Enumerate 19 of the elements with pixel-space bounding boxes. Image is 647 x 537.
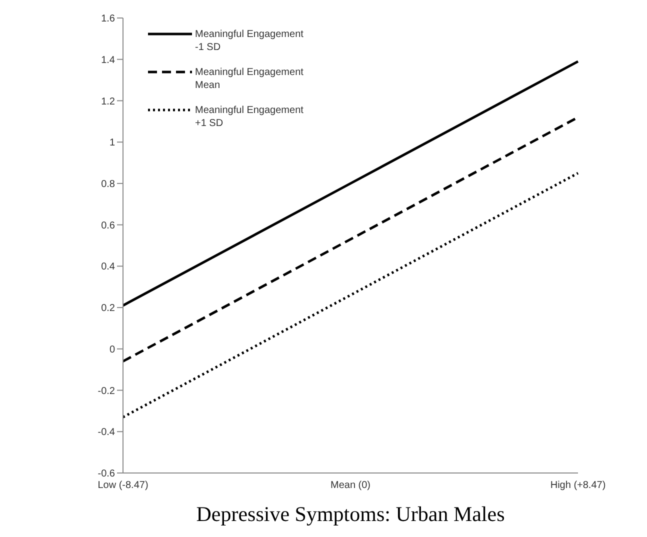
legend-label: Meaningful Engagement -1 SD	[195, 28, 304, 54]
y-tick-label: 0.4	[101, 262, 116, 273]
y-tick-label: 0	[109, 344, 116, 356]
y-tick-label: 0.2	[101, 303, 116, 314]
y-tick-label: 1.4	[101, 54, 116, 66]
x-axis-title: Depressive Symptoms: Urban Males	[196, 502, 505, 526]
y-tick-label: -0.4	[98, 427, 116, 438]
y-tick-label: -0.6	[98, 468, 116, 480]
y-tick-label: 0.6	[101, 220, 116, 232]
x-tick-label: Low (-8.47)	[98, 480, 148, 492]
y-tick-label: 1.6	[101, 14, 116, 25]
x-tick-label: Mean (0)	[330, 480, 371, 492]
y-tick-label: 1	[109, 138, 116, 149]
legend-label: Meaningful Engagement +1 SD	[195, 104, 304, 130]
y-tick-label: 1.2	[101, 96, 116, 108]
legend-label: Meaningful Engagement Mean	[195, 66, 304, 92]
y-tick-label: -0.2	[98, 386, 116, 397]
x-tick-label: High (+8.47)	[550, 480, 606, 492]
y-tick-label: 0.8	[101, 179, 116, 190]
